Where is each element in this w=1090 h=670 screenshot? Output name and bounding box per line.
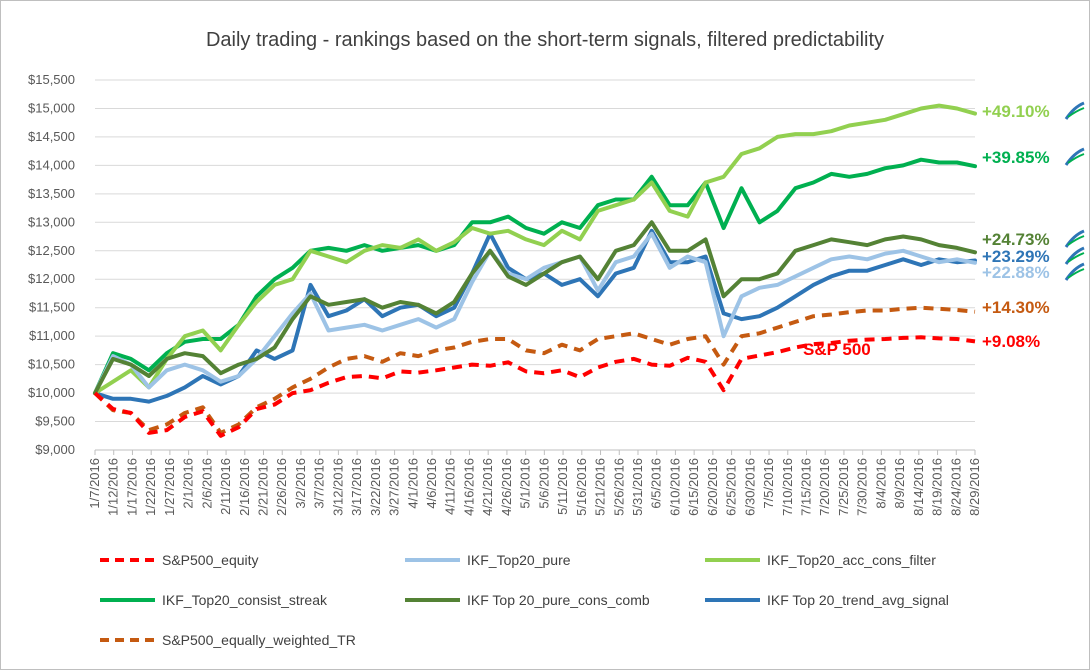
x-tick-label: 5/11/2016 [555, 458, 570, 515]
y-tick-label: $14,500 [28, 129, 75, 144]
y-tick-label: $15,500 [28, 72, 75, 87]
x-tick-label: 6/5/2016 [649, 458, 664, 509]
y-tick-label: $15,000 [28, 100, 75, 115]
y-tick-label: $13,000 [28, 214, 75, 229]
legend-label-5: IKF Top 20_trend_avg_signal [767, 592, 949, 608]
x-tick-label: 7/30/2016 [855, 458, 870, 516]
x-tick-label: 1/7/2016 [87, 458, 102, 509]
logo-icon [1064, 229, 1085, 248]
x-tick-label: 2/26/2016 [274, 458, 289, 516]
end-label-6: +14.30% [982, 298, 1050, 317]
legend-label-1: IKF_Top20_pure [467, 552, 571, 568]
logo-icon [1064, 246, 1085, 265]
logo-icon [1064, 147, 1085, 166]
x-tick-label: 5/21/2016 [593, 458, 608, 516]
x-tick-label: 7/25/2016 [836, 458, 851, 516]
x-tick-label: 3/12/2016 [330, 458, 345, 516]
x-tick-label: 7/10/2016 [780, 458, 795, 516]
series-line-4 [93, 220, 977, 396]
legend-label-0: S&P500_equity [162, 552, 259, 568]
y-tick-label: $12,000 [28, 271, 75, 286]
x-tick-label: 4/16/2016 [461, 458, 476, 516]
x-tick-label: 6/15/2016 [686, 458, 701, 516]
x-tick-label: 7/20/2016 [817, 458, 832, 516]
x-tick-label: 4/6/2016 [424, 458, 439, 509]
x-tick-label: 7/15/2016 [798, 458, 813, 516]
x-tick-label: 8/29/2016 [967, 458, 982, 516]
end-labels: +9.08% +22.88% +49.10% +39.85% +24.73%+23.29… [803, 101, 1085, 359]
y-tick-label: $11,500 [29, 300, 75, 315]
x-tick-label: 8/9/2016 [892, 458, 907, 509]
x-tick-label: 3/2/2016 [293, 458, 308, 509]
end-label-5: +23.29% [982, 247, 1050, 266]
y-tick-label: $10,000 [28, 385, 75, 400]
x-tick-label: 1/22/2016 [143, 458, 158, 516]
y-tick-label: $9,000 [35, 442, 75, 457]
x-tick-label: 2/11/2016 [218, 458, 233, 515]
x-tick-label: 5/31/2016 [630, 458, 645, 516]
x-tick-label: 3/27/2016 [387, 458, 402, 516]
x-tick-label: 2/6/2016 [199, 458, 214, 509]
x-tick-label: 5/16/2016 [574, 458, 589, 516]
legend-label-2: IKF_Top20_acc_cons_filter [767, 552, 936, 568]
x-tick-label: 2/16/2016 [237, 458, 252, 516]
x-tick-label: 8/4/2016 [873, 458, 888, 509]
series-line-6 [93, 305, 976, 435]
x-tick-label: 7/5/2016 [761, 458, 776, 509]
gridlines [95, 79, 975, 451]
x-tick-label: 5/1/2016 [518, 458, 533, 509]
x-tick-label: 3/17/2016 [349, 458, 364, 516]
legend-label-4: IKF Top 20_pure_cons_comb [467, 592, 650, 608]
x-tick-label: 2/21/2016 [256, 458, 271, 516]
x-tick-label: 1/12/2016 [106, 458, 121, 516]
x-tick-label: 8/24/2016 [948, 458, 963, 516]
x-tick-label: 6/20/2016 [705, 458, 720, 516]
legend-label-6: S&P500_equally_weighted_TR [162, 632, 356, 648]
end-label-1: +22.88% [982, 263, 1050, 282]
x-tick-label: 1/27/2016 [162, 458, 177, 516]
x-tick-label: 8/14/2016 [911, 458, 926, 516]
x-tick-label: 3/7/2016 [312, 458, 327, 509]
chart-title: Daily trading - rankings based on the sh… [206, 29, 884, 51]
y-tick-label: $13,500 [28, 186, 75, 201]
x-tick-label: 6/30/2016 [742, 458, 757, 516]
legend-label-3: IKF_Top20_consist_streak [162, 592, 328, 608]
x-tick-label: 4/26/2016 [499, 458, 514, 516]
x-tick-label: 4/21/2016 [480, 458, 495, 516]
end-label-0: +9.08% [982, 332, 1040, 351]
series-line-1 [93, 231, 977, 396]
x-tick-label: 5/6/2016 [536, 458, 551, 509]
y-tick-label: $14,000 [28, 157, 75, 172]
x-tick-label: 6/25/2016 [724, 458, 739, 516]
y-tick-label: $12,500 [28, 243, 75, 258]
series-line-2 [93, 103, 977, 396]
y-axis: $9,000 $9,500 $10,000 $10,500 $11,000 $11,500… [28, 72, 75, 457]
y-tick-label: $11,000 [29, 328, 75, 343]
x-tick-label: 6/10/2016 [667, 458, 682, 516]
logo-icon [1064, 101, 1085, 120]
x-tick-label: 2/1/2016 [181, 458, 196, 509]
y-tick-label: $10,500 [28, 357, 75, 372]
x-tick-label: 4/11/2016 [443, 458, 458, 515]
x-axis: 1/7/2016 1/12/2016 1/17/2016 1/22/2016 1/27/… [87, 449, 982, 516]
x-tick-label: 3/22/2016 [368, 458, 383, 516]
series-line-0 [93, 335, 976, 438]
legend: S&P500_equity IKF_Top20_pure IKF_Top20_acc… [100, 552, 949, 648]
x-tick-label: 1/17/2016 [124, 458, 139, 516]
series-lines [93, 103, 977, 438]
y-tick-label: $9,500 [35, 414, 75, 429]
end-label-4: +24.73% [982, 230, 1050, 249]
x-tick-label: 8/19/2016 [930, 458, 945, 516]
end-label-3: +39.85% [982, 148, 1050, 167]
x-tick-label: 4/1/2016 [405, 458, 420, 509]
logo-icon [1064, 262, 1085, 281]
annotation-label: S&P 500 [803, 340, 871, 359]
end-label-2: +49.10% [982, 102, 1050, 121]
x-tick-label: 5/26/2016 [611, 458, 626, 516]
